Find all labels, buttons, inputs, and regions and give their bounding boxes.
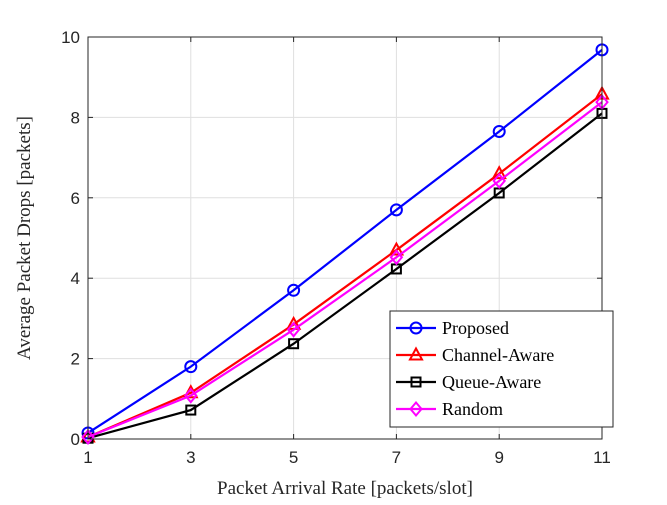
data-point-proposed <box>389 203 403 217</box>
series-line-queue-aware <box>87 112 603 440</box>
legend-entry-channel-aware: Channel-Aware <box>396 345 554 365</box>
data-point-queue-aware <box>288 338 300 350</box>
legend-box <box>389 310 614 428</box>
y-tick-label: 4 <box>71 269 80 288</box>
x-tick-label: 9 <box>494 448 503 467</box>
data-point-proposed <box>492 124 506 138</box>
series-layer <box>80 43 610 446</box>
legend-label-proposed: Proposed <box>442 318 509 338</box>
x-tick-label: 11 <box>593 448 611 467</box>
x-axis-label: Packet Arrival Rate [packets/slot] <box>217 478 473 499</box>
legend-marker-channel-aware <box>408 346 424 361</box>
y-tick-label: 10 <box>61 28 80 47</box>
data-point-random <box>81 428 95 446</box>
data-point-random <box>183 387 198 404</box>
data-point-random <box>389 249 404 266</box>
data-point-random <box>492 172 507 189</box>
data-point-proposed <box>184 360 198 374</box>
y-tick-label: 2 <box>71 350 80 369</box>
legend: Proposed Channel-Aware Queue-Aware Random <box>389 310 614 428</box>
series-random <box>81 94 609 446</box>
legend-entry-queue-aware: Queue-Aware <box>396 372 541 392</box>
y-axis-label: Average Packet Drops [packets] <box>14 116 35 360</box>
legend-entry-random: Random <box>396 399 503 419</box>
data-point-channel-aware <box>491 165 507 180</box>
axes-box <box>87 36 603 440</box>
x-tick-label: 5 <box>289 448 298 467</box>
data-point-random <box>286 321 301 338</box>
series-line-random <box>87 101 603 439</box>
legend-label-channel-aware: Channel-Aware <box>442 345 554 365</box>
legend-label-queue-aware: Queue-Aware <box>442 372 541 392</box>
y-tick-label: 6 <box>71 189 80 208</box>
y-tick-label: 0 <box>71 430 80 449</box>
legend-marker-queue-aware <box>410 376 422 388</box>
legend-marker-random <box>409 400 423 418</box>
data-point-proposed <box>287 283 301 297</box>
x-tick-label: 1 <box>83 448 92 467</box>
series-line-channel-aware <box>87 93 603 439</box>
series-line-proposed <box>87 49 603 434</box>
x-tick-label: 3 <box>186 448 195 467</box>
data-point-queue-aware <box>185 404 197 416</box>
x-tick-label: 7 <box>392 448 401 467</box>
legend-label-random: Random <box>442 399 503 419</box>
legend-marker-proposed <box>409 321 423 335</box>
legend-entry-proposed: Proposed <box>396 318 509 338</box>
data-point-channel-aware <box>388 241 405 256</box>
y-tick-label: 8 <box>71 108 80 127</box>
ticks: 1 3 5 7 9 11 0 2 4 6 8 10 <box>61 28 611 467</box>
